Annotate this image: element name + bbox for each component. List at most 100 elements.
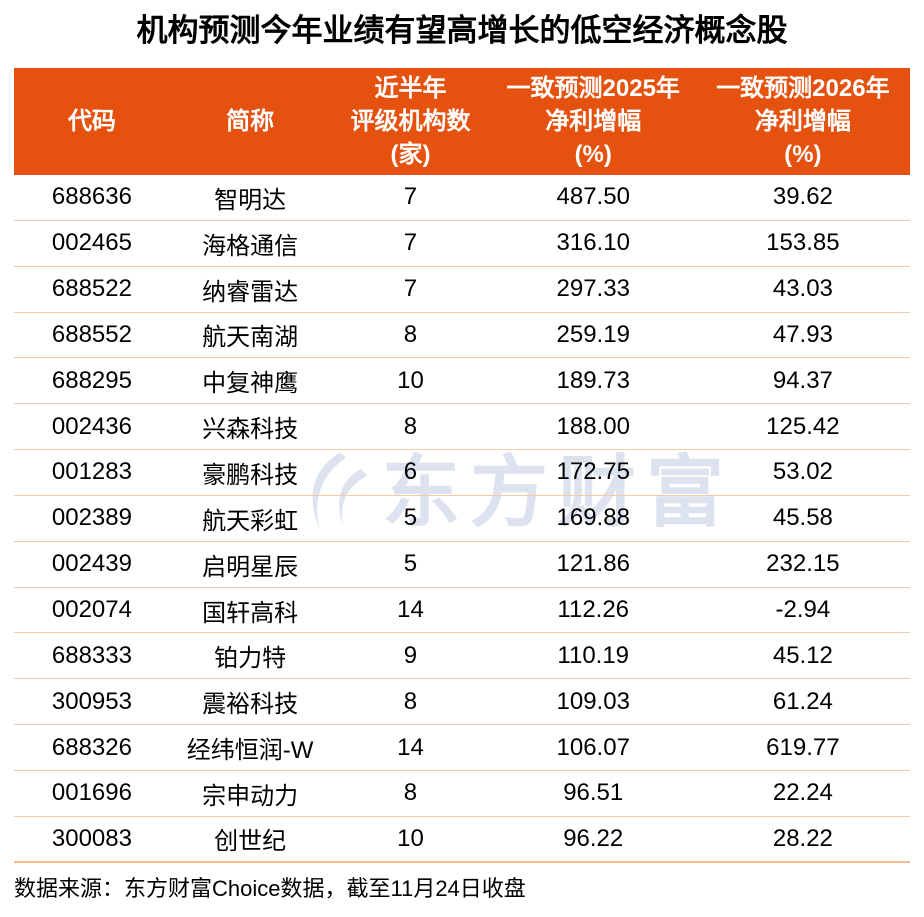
cell-growth-2025: 172.75: [556, 458, 630, 486]
cell-name: 豪鹏科技: [202, 461, 299, 489]
cell-growth-2025: 106.07: [556, 733, 630, 761]
cell-growth-2026: 61.24: [772, 687, 833, 715]
cell-code: 001283: [51, 458, 132, 486]
cell-growth-2025: 96.22: [563, 824, 624, 852]
cell-name: 兴森科技: [202, 416, 299, 444]
cell-name: 震裕科技: [202, 691, 299, 719]
table-row: 688295 中复神鹰 10 189.73 94.37: [14, 358, 910, 405]
cell-name: 创世纪: [214, 828, 287, 856]
cell-agency-count: 8: [403, 320, 418, 348]
table-row: 688522 纳睿雷达 7 297.33 43.03: [14, 267, 910, 313]
cell-code: 688552: [51, 320, 132, 348]
cell-name: 启明星辰: [202, 553, 299, 581]
cell-growth-2026: 47.93: [772, 320, 833, 348]
cell-growth-2026: -2.94: [775, 596, 831, 624]
cell-growth-2025: 487.50: [556, 183, 630, 211]
table-body: 688636 智明达 7 487.50 39.62 002465 海格通信 7 …: [14, 175, 910, 863]
cell-growth-2026: 619.77: [766, 733, 840, 761]
cell-name: 中复神鹰: [202, 370, 299, 398]
table-row: 002465 海格通信 7 316.10 153.85: [14, 221, 910, 267]
table-row: 688333 铂力特 9 110.19 45.12: [14, 633, 910, 680]
cell-agency-count: 14: [397, 733, 424, 761]
cell-code: 688295: [51, 366, 132, 394]
cell-agency-count: 7: [403, 275, 418, 303]
cell-growth-2026: 22.24: [772, 779, 833, 807]
cell-name: 海格通信: [202, 232, 299, 260]
column-header-growth-2025: 一致预测2025年 净利增幅 (%): [506, 75, 680, 168]
cell-code: 002436: [51, 412, 132, 440]
cell-agency-count: 8: [403, 412, 418, 440]
cell-code: 001696: [51, 779, 132, 807]
cell-growth-2026: 28.22: [772, 824, 833, 852]
cell-name: 航天彩虹: [202, 507, 299, 535]
cell-growth-2026: 43.03: [772, 275, 833, 303]
cell-agency-count: 9: [403, 641, 418, 669]
cell-name: 智明达: [214, 186, 287, 214]
table-row: 001283 豪鹏科技 6 172.75 53.02: [14, 450, 910, 496]
cell-name: 经纬恒润-W: [186, 737, 314, 765]
column-header-code: 代码: [67, 108, 116, 135]
table-row: 688636 智明达 7 487.50 39.62: [14, 175, 910, 221]
table-row: 002439 启明星辰 5 121.86 232.15: [14, 542, 910, 588]
cell-growth-2026: 45.58: [772, 504, 833, 532]
cell-growth-2025: 121.86: [556, 550, 630, 578]
table-row: 002389 航天彩虹 5 169.88 45.58: [14, 496, 910, 542]
cell-agency-count: 10: [397, 824, 424, 852]
cell-code: 688326: [51, 733, 132, 761]
cell-code: 688636: [51, 183, 132, 211]
table-row: 002074 国轩高科 14 112.26 -2.94: [14, 588, 910, 634]
cell-growth-2025: 112.26: [557, 596, 630, 624]
watermark: 东方财富: [292, 450, 734, 534]
cell-growth-2025: 297.33: [556, 275, 630, 303]
cell-name: 国轩高科: [202, 599, 299, 627]
cell-agency-count: 14: [397, 596, 424, 624]
table-row: 002436 兴森科技 8 188.00 125.42: [14, 404, 910, 451]
eastmoney-swirl-logo-icon: [312, 452, 368, 530]
table-row: 300953 震裕科技 8 109.03 61.24: [14, 679, 910, 726]
column-header-agency-count: 近半年 评级机构数 (家): [350, 75, 471, 168]
cell-agency-count: 7: [403, 183, 418, 211]
page-title: 机构预测今年业绩有望高增长的低空经济概念股: [136, 13, 788, 48]
cell-growth-2026: 232.15: [766, 550, 840, 578]
cell-growth-2026: 94.37: [772, 366, 833, 394]
cell-growth-2025: 96.51: [563, 779, 624, 807]
cell-agency-count: 10: [397, 366, 424, 394]
cell-code: 002074: [51, 596, 132, 624]
table-row: 300083 创世纪 10 96.22 28.22: [14, 817, 910, 863]
cell-growth-2025: 259.19: [556, 320, 630, 348]
cell-growth-2026: 53.02: [772, 458, 833, 486]
cell-agency-count: 7: [403, 229, 418, 257]
stock-table: 代码 简称 近半年 评级机构数 (家) 一致预测2025年 净利增幅 (%) 一…: [14, 68, 910, 863]
cell-name: 宗申动力: [202, 782, 299, 810]
cell-agency-count: 5: [403, 504, 418, 532]
cell-growth-2025: 188.00: [556, 412, 630, 440]
cell-agency-count: 8: [403, 687, 418, 715]
cell-growth-2026: 45.12: [772, 641, 833, 669]
column-header-name: 简称: [226, 108, 275, 135]
cell-agency-count: 6: [403, 458, 418, 486]
cell-agency-count: 8: [403, 779, 418, 807]
table-header-row: 代码 简称 近半年 评级机构数 (家) 一致预测2025年 净利增幅 (%) 一…: [14, 68, 910, 175]
cell-code: 688522: [51, 275, 132, 303]
watermark-text: 东方财富: [382, 448, 735, 536]
cell-agency-count: 5: [403, 550, 418, 578]
cell-growth-2026: 125.42: [766, 412, 840, 440]
cell-code: 002389: [51, 504, 132, 532]
cell-code: 688333: [51, 641, 132, 669]
cell-growth-2026: 153.85: [766, 229, 840, 257]
table-row: 688552 航天南湖 8 259.19 47.93: [14, 313, 910, 359]
cell-name: 纳睿雷达: [202, 278, 299, 306]
cell-code: 300953: [51, 687, 132, 715]
table-row: 001696 宗申动力 8 96.51 22.24: [14, 771, 910, 817]
table-row: 688326 经纬恒润-W 14 106.07 619.77: [14, 725, 910, 771]
data-source-note: 数据来源：东方财富Choice数据，截至11月24日收盘: [14, 876, 526, 901]
cell-growth-2025: 169.88: [556, 504, 630, 532]
cell-growth-2025: 316.10: [556, 229, 630, 257]
cell-name: 铂力特: [214, 645, 287, 673]
cell-code: 002439: [51, 550, 132, 578]
cell-growth-2025: 109.03: [556, 687, 630, 715]
cell-code: 002465: [51, 229, 132, 257]
cell-growth-2025: 189.73: [556, 366, 630, 394]
cell-growth-2026: 39.62: [772, 183, 833, 211]
cell-code: 300083: [51, 824, 132, 852]
